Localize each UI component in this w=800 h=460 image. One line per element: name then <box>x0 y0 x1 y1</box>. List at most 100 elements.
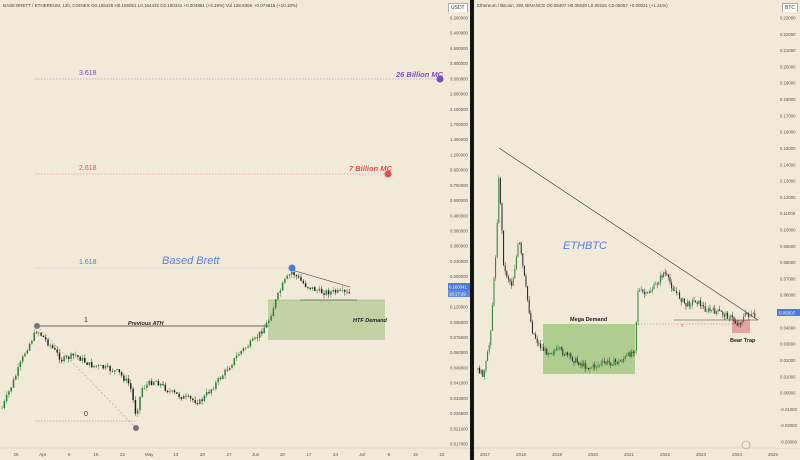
brett-candle-body <box>339 289 341 291</box>
ethbtc-candle-body <box>567 352 569 356</box>
ethbtc-price-scale-tick: 0.06000 <box>780 293 796 298</box>
ethbtc-candle-body <box>480 369 482 374</box>
price-scale[interactable] <box>447 12 470 448</box>
brett-candle-body <box>51 345 54 348</box>
ethbtc-candle-body <box>667 274 669 278</box>
brett-candle-body <box>58 352 61 360</box>
brett-candle-body <box>74 355 77 356</box>
brett-candle-body <box>325 290 328 295</box>
time-scale-tick: 24 <box>333 452 339 457</box>
ethbtc-candle-body <box>744 312 746 317</box>
fib-0-marker[interactable] <box>133 425 139 431</box>
brett-candle-body <box>33 332 35 341</box>
ethbtc-chart-canvas[interactable]: ETHBTC Mega Demand Bear Trap x 0.230000.… <box>474 0 800 460</box>
brett-candle-body <box>242 348 245 351</box>
brett-candle-body <box>3 401 6 408</box>
ethbtc-candle-body <box>624 356 626 360</box>
brett-candle-body <box>247 346 249 348</box>
brett-candle-body <box>49 345 52 346</box>
brett-candle-body <box>263 327 265 334</box>
brett-candle-body <box>79 356 81 361</box>
price-scale-tick: 0.075000 <box>450 335 469 340</box>
brett-candle-body <box>219 378 222 379</box>
ethbtc-candle-body <box>695 300 697 303</box>
ethbtc-trend-line[interactable] <box>498 147 759 321</box>
ethbtc-candle-body <box>621 360 623 362</box>
brett-chart-panel[interactable]: BASE:BRETT / ETHEREUM, 12h, COINEX O0.15… <box>0 0 470 460</box>
brett-candle-body <box>136 410 139 414</box>
fib-1-marker[interactable] <box>34 323 40 329</box>
price-scale-tick: 0.240000 <box>450 259 469 264</box>
brett-candle-body <box>279 290 282 293</box>
price-scale-tick: 0.095000 <box>450 320 469 325</box>
ethbtc-time-scale-tick: 2017 <box>480 452 491 457</box>
ethbtc-candle-body <box>637 291 639 322</box>
ethbtc-candle-body <box>584 362 586 369</box>
ethbtc-price-scale-tick: 0.13000 <box>780 179 796 184</box>
mega-demand-zone[interactable] <box>543 324 635 374</box>
ethbtc-candle-body <box>523 265 525 276</box>
htf-demand-zone[interactable] <box>268 300 385 340</box>
tradingview-logo-icon[interactable] <box>741 440 751 450</box>
ethbtc-chart-panel[interactable]: Ethereum / Bitcoin, 2W, BINANCE O0.05407… <box>474 0 800 460</box>
ethbtc-price-scale-tick: 0.18000 <box>780 97 796 102</box>
brett-candle-body <box>208 392 210 394</box>
fib-3618-marker[interactable] <box>436 75 444 83</box>
ethbtc-candle-body <box>563 354 565 356</box>
brett-candle-body <box>327 290 330 295</box>
ethbtc-candle-body <box>736 323 738 326</box>
brett-candle-body <box>28 343 31 351</box>
ethbtc-time-scale-tick: 2024 <box>732 452 743 457</box>
ethbtc-candle-body <box>559 347 561 349</box>
ethbtc-price-scale-tick: -0.01000 <box>780 407 798 412</box>
ethbtc-candle-body <box>549 353 551 354</box>
ethbtc-candle-body <box>570 353 572 358</box>
price-scale-tick: 2.100000 <box>450 107 469 112</box>
ethbtc-candle-body <box>699 300 701 307</box>
ethbtc-chart-header: Ethereum / Bitcoin, 2W, BINANCE O0.05407… <box>477 3 668 8</box>
brett-candle-body <box>65 356 68 357</box>
brett-candle-body <box>132 388 134 400</box>
brett-chart-canvas[interactable]: 3.618 2.618 1.618 1 0 26 Billion MC 7 Bi… <box>0 0 470 460</box>
ethbtc-candle-body <box>683 298 685 304</box>
ethbtc-candle-body <box>677 292 679 294</box>
ethbtc-price-scale-tick: 0.22000 <box>780 32 796 37</box>
brett-candles <box>1 269 351 418</box>
brett-candle-body <box>127 378 130 384</box>
price-scale-tick: 0.026500 <box>450 411 469 416</box>
ethbtc-candle-body <box>655 283 657 285</box>
ethbtc-candle-body <box>679 292 681 299</box>
brett-candle-body <box>311 287 314 289</box>
price-scale-tick: 2.600000 <box>450 92 469 97</box>
brett-trend-line[interactable] <box>291 269 351 288</box>
brett-candle-body <box>164 384 167 391</box>
support-marker: x <box>681 323 684 329</box>
ethbtc-candle-body <box>538 342 540 344</box>
time-scale-tick: 15 <box>93 452 99 457</box>
ethbtc-candle-body <box>533 333 535 335</box>
time-scale-ticks: 25 Apr 8 15 22 May 13 20 27 Jun 10 17 24 Jul 8 15 22 <box>13 452 445 457</box>
time-scale-tick: 22 <box>120 452 126 457</box>
time-scale-tick: 22 <box>439 452 445 457</box>
brett-candle-body <box>81 357 84 361</box>
bear-trap-zone[interactable] <box>732 320 750 333</box>
time-scale-tick: Apr <box>39 452 47 457</box>
price-scale-tick: 0.060000 <box>450 350 469 355</box>
ethbtc-title: ETHBTC <box>563 240 607 252</box>
ethbtc-candle-body <box>608 360 610 363</box>
brett-candle-body <box>233 358 236 365</box>
ethbtc-time-scale-tick: 2022 <box>660 452 671 457</box>
brett-candle-body <box>111 371 114 372</box>
fib-1618-marker[interactable] <box>288 264 296 272</box>
ethbtc-price-scale-tick: 0.04000 <box>780 325 796 330</box>
brett-candle-body <box>286 275 288 279</box>
panel-divider[interactable] <box>470 0 474 460</box>
brett-candle-body <box>203 395 206 401</box>
brett-candle-body <box>178 393 180 398</box>
brett-candle-body <box>291 272 293 275</box>
ethbtc-price-scale[interactable] <box>776 12 800 448</box>
fib-2618-marker[interactable] <box>384 170 392 178</box>
brett-candle-body <box>169 391 171 393</box>
brett-candle-body <box>307 286 309 288</box>
ethbtc-time-scale-tick: 2018 <box>516 452 527 457</box>
